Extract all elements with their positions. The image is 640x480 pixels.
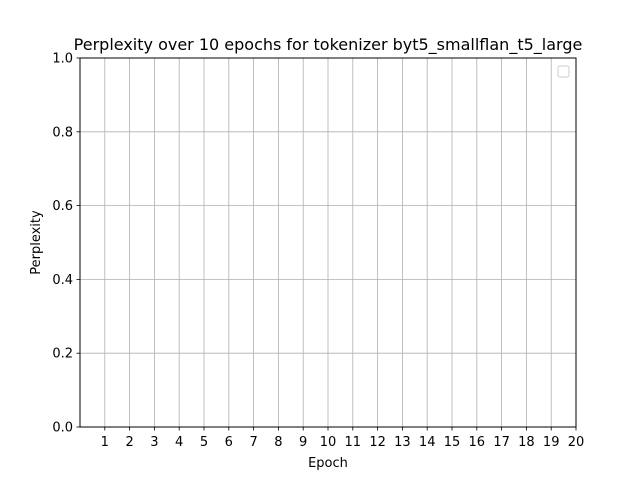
x-tick-label: 16: [469, 435, 486, 450]
x-tick-label: 2: [125, 435, 133, 450]
x-tick-label: 8: [274, 435, 282, 450]
x-tick-label: 18: [518, 435, 535, 450]
x-tick-label: 13: [394, 435, 411, 450]
x-tick-label: 14: [419, 435, 436, 450]
x-axis-label: Epoch: [308, 456, 348, 471]
x-tick-label: 9: [299, 435, 307, 450]
x-tick-label: 19: [543, 435, 560, 450]
x-tick-label: 12: [369, 435, 386, 450]
x-tick-label: 17: [493, 435, 510, 450]
x-tick-label: 11: [345, 435, 362, 450]
x-tick-label: 20: [568, 435, 585, 450]
x-axis-ticks: 1 2 3 4 5 6 7 8 9 10 11 12 13 14 15 16 17 18 19 20: [101, 427, 585, 450]
x-tick-label: 10: [320, 435, 337, 450]
y-tick-label: 0.4: [52, 273, 73, 288]
y-tick-label: 0.2: [52, 347, 73, 362]
y-axis-label: Perplexity: [29, 210, 44, 275]
x-tick-label: 6: [225, 435, 233, 450]
x-tick-label: 4: [175, 435, 183, 450]
grid-lines: [80, 57, 577, 428]
x-tick-label: 15: [444, 435, 461, 450]
y-axis-ticks: 0.0 0.2 0.4 0.6 0.8 1.0: [52, 52, 80, 436]
y-tick-label: 0.6: [52, 199, 73, 214]
legend-box: [557, 65, 570, 78]
y-tick-label: 0.8: [52, 125, 73, 140]
x-tick-label: 7: [249, 435, 257, 450]
chart-title: Perplexity over 10 epochs for tokenizer …: [74, 35, 583, 55]
x-tick-label: 5: [200, 435, 208, 450]
y-tick-label: 0.0: [52, 421, 73, 436]
y-tick-label: 1.0: [52, 52, 73, 67]
x-tick-label: 3: [150, 435, 158, 450]
x-tick-label: 1: [101, 435, 109, 450]
